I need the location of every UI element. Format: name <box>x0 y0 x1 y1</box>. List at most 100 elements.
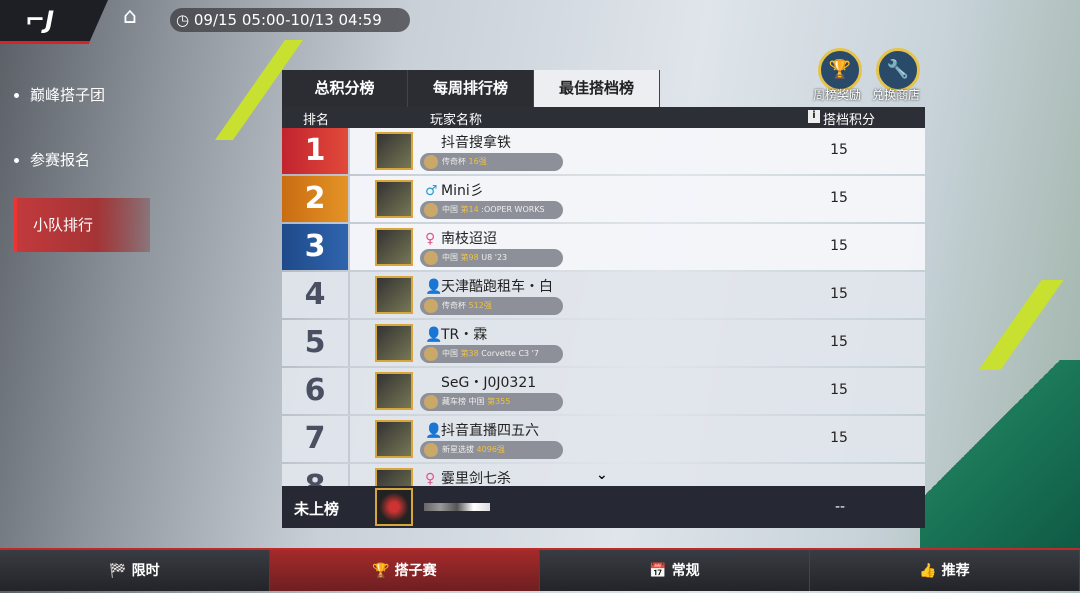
clock-icon: ◷ <box>176 11 190 29</box>
tab-weekly[interactable]: 每周排行榜 <box>408 70 534 107</box>
header-score: 搭档积分 <box>823 113 876 128</box>
badge-extra: :OOPER WORKS <box>478 205 545 214</box>
bullet-icon <box>14 93 19 98</box>
badge-text: 中国 <box>442 205 461 214</box>
gender-icon: 👤 <box>425 327 443 343</box>
sidebar-item-ranking[interactable]: 小队排行 <box>14 198 150 252</box>
medal-icon <box>424 299 438 313</box>
player-name[interactable]: TR・霖 <box>441 327 488 343</box>
player-name[interactable]: 抖音搜拿铁 <box>441 135 511 151</box>
table-row[interactable]: 4 👤天津酷跑租车・白 传奇杯 512强 15 <box>282 272 925 318</box>
table-row[interactable]: 3 ♀ 南枝迢迢 中国 第98 U8 '23 15 <box>282 224 925 270</box>
achievement-badge: 藏车榜 中国 第355 <box>420 393 563 411</box>
table-row[interactable]: 1 抖音搜拿铁 传奇杯 16强 15 <box>282 128 925 174</box>
sidebar-item-label: 参赛报名 <box>30 151 91 169</box>
badge-extra: Corvette C3 '7 <box>478 349 539 358</box>
sidebar-item-label: 小队排行 <box>33 216 94 234</box>
table-row[interactable]: 5 👤TR・霖 中国 第38 Corvette C3 '7 15 <box>282 320 925 366</box>
player-name[interactable]: 天津酷跑租车・白 <box>441 279 553 295</box>
table-row[interactable]: 7 👤抖音直播四五六 新星选拔 4096强 15 <box>282 416 925 462</box>
partner-score: 15 <box>830 238 848 254</box>
achievement-badge: 传奇杯 16强 <box>420 153 563 171</box>
badge-highlight: 4096强 <box>476 445 505 454</box>
logo-icon: ⌐J <box>25 6 55 34</box>
self-rank-bar: 未上榜 -- <box>282 486 925 528</box>
player-name-line: 👤天津酷跑租车・白 <box>425 276 553 296</box>
player-avatar[interactable] <box>375 324 413 362</box>
player-name[interactable]: 霎里剑七杀 <box>441 471 511 487</box>
decor-corner <box>920 360 1080 550</box>
table-row[interactable]: 6 SeG・J0J0321 藏车榜 中国 第355 15 <box>282 368 925 414</box>
nav-regular[interactable]: 📅 常规 <box>540 550 810 591</box>
badge-text: 中国 <box>442 349 461 358</box>
sidebar-item-team[interactable]: 巅峰搭子团 <box>14 68 150 122</box>
badge-highlight: 第355 <box>487 397 511 406</box>
achievement-badge: 中国 第14 :OOPER WORKS <box>420 201 563 219</box>
gender-icon: 👤 <box>425 279 443 295</box>
expand-chevron-icon[interactable]: ⌄ <box>596 467 608 483</box>
achievement-badge: 传奇杯 512强 <box>420 297 563 315</box>
nav-label: 常规 <box>671 563 700 579</box>
player-name-line: 抖音搜拿铁 <box>425 132 511 152</box>
bullet-icon <box>14 158 19 163</box>
player-name-line: SeG・J0J0321 <box>425 372 536 392</box>
rank-number: 3 <box>282 224 350 270</box>
partner-score: 15 <box>830 382 848 398</box>
player-avatar[interactable] <box>375 372 413 410</box>
badge-highlight: 16强 <box>468 157 487 166</box>
rank-number: 6 <box>282 368 350 414</box>
exchange-shop-label[interactable]: 兑换商店 <box>872 88 921 102</box>
weekly-reward-icon[interactable]: 🏆 <box>818 48 862 92</box>
rank-number: 4 <box>282 272 350 318</box>
self-avatar[interactable] <box>375 488 413 526</box>
player-name[interactable]: SeG・J0J0321 <box>441 375 537 391</box>
partner-score: 15 <box>830 286 848 302</box>
table-header: 排名 玩家名称 i 搭档积分 <box>282 107 925 128</box>
nav-label: 限时 <box>131 563 160 579</box>
back-logo-button[interactable]: ⌐J <box>0 0 108 44</box>
partner-score: 15 <box>830 334 848 350</box>
date-range-text: 09/15 05:00-10/13 04:59 <box>193 11 382 29</box>
tab-total[interactable]: 总积分榜 <box>282 70 408 107</box>
badge-highlight: 512强 <box>468 301 492 310</box>
nav-partner-race[interactable]: 🏆 搭子赛 <box>270 550 540 591</box>
rank-number: 5 <box>282 320 350 366</box>
leaderboard[interactable]: 排名 玩家名称 i 搭档积分 1 抖音搜拿铁 传奇杯 16强 15 2 ♂ Mini… <box>282 107 925 528</box>
player-name-line: 👤TR・霖 <box>425 324 487 344</box>
info-icon[interactable]: i <box>808 110 820 123</box>
thumbs-up-icon: 👍 <box>919 563 937 579</box>
self-rank-label: 未上榜 <box>294 500 340 518</box>
gender-icon: 👤 <box>425 423 443 439</box>
player-name[interactable]: Mini彡 <box>441 183 484 199</box>
nav-label: 搭子赛 <box>394 563 437 579</box>
nav-recommend[interactable]: 👍 推荐 <box>810 550 1080 591</box>
player-avatar[interactable] <box>375 420 413 458</box>
partner-score: 15 <box>830 430 848 446</box>
home-icon[interactable]: ⌂ <box>123 4 137 29</box>
bottom-nav: 🏁 限时 🏆 搭子赛 📅 常规 👍 推荐 <box>0 548 1080 591</box>
player-avatar[interactable] <box>375 180 413 218</box>
nav-limited[interactable]: 🏁 限时 <box>0 550 270 591</box>
badge-highlight: 第98 <box>460 253 479 262</box>
checkered-flag-icon: 🏁 <box>109 563 127 579</box>
badge-highlight: 第14 <box>460 205 479 214</box>
player-name-line: 👤抖音直播四五六 <box>425 420 539 440</box>
exchange-shop-icon[interactable]: 🔧 <box>876 48 920 92</box>
player-name[interactable]: 抖音直播四五六 <box>441 423 539 439</box>
medal-icon <box>424 443 438 457</box>
player-name[interactable]: 南枝迢迢 <box>441 231 497 247</box>
player-avatar[interactable] <box>375 276 413 314</box>
weekly-reward-label[interactable]: 周榜奖励 <box>813 88 862 102</box>
rank-number: 1 <box>282 128 350 174</box>
player-avatar[interactable] <box>375 132 413 170</box>
player-avatar[interactable] <box>375 228 413 266</box>
rank-number: 2 <box>282 176 350 222</box>
partner-score: 15 <box>830 142 848 158</box>
gender-icon: ♀ <box>425 471 436 487</box>
tab-best-partner[interactable]: 最佳搭档榜 <box>534 70 660 107</box>
badge-extra: U8 '23 <box>478 253 508 262</box>
sidebar-item-signup[interactable]: 参赛报名 <box>14 133 150 187</box>
table-row[interactable]: 2 ♂ Mini彡 中国 第14 :OOPER WORKS 15 <box>282 176 925 222</box>
badge-highlight: 第38 <box>460 349 479 358</box>
decor-stripe <box>978 280 1064 370</box>
